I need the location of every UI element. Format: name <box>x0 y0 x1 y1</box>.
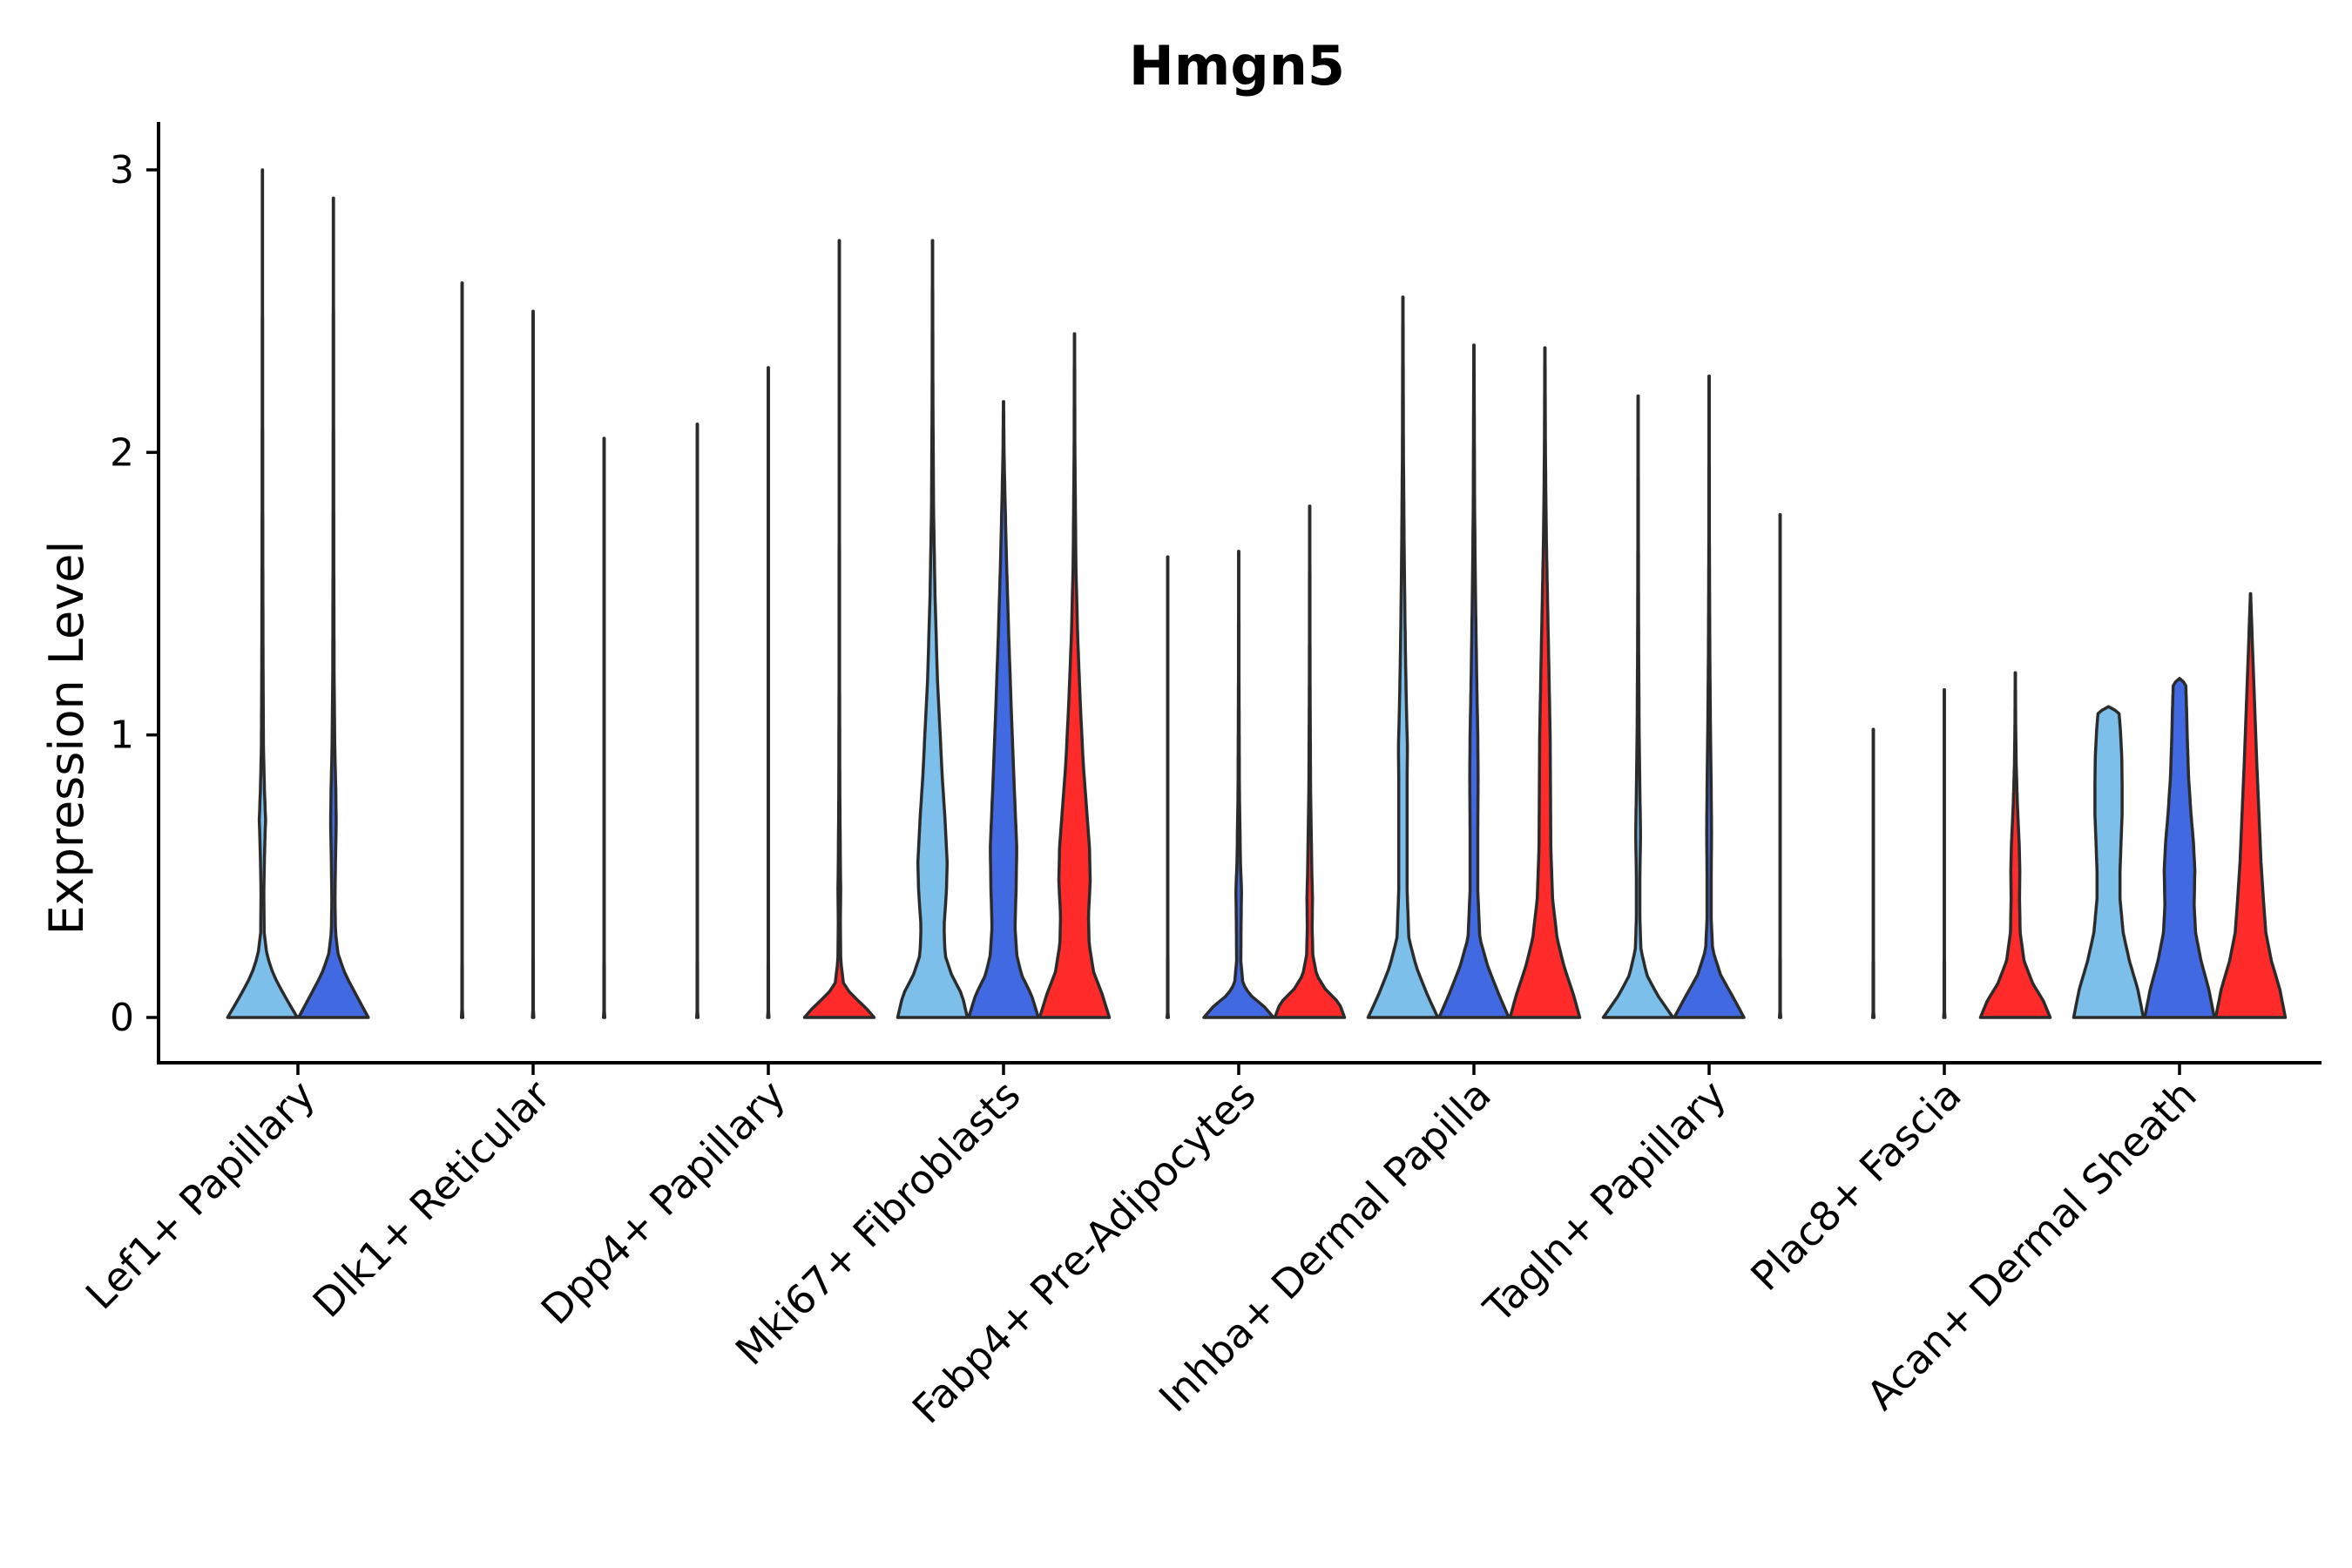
violin-5-0 <box>1366 295 1440 1019</box>
violin-2-1 <box>766 366 771 1019</box>
violin-4-0 <box>1165 555 1171 1019</box>
violin-2-2 <box>802 239 876 1019</box>
violin-5-1 <box>1437 343 1511 1019</box>
violins-layer <box>226 168 2288 1019</box>
violin-0-1 <box>297 196 370 1019</box>
violin-6-2 <box>1777 512 1783 1019</box>
violin-2-0 <box>694 422 700 1019</box>
x-category-label-7: Plac8+ Fascia <box>1741 1071 1970 1300</box>
violin-8-2 <box>2213 591 2288 1019</box>
violin-7-2 <box>1978 671 2052 1019</box>
violin-0-0 <box>226 168 300 1019</box>
violin-8-0 <box>2072 705 2146 1019</box>
violin-8-1 <box>2143 677 2216 1019</box>
x-category-label-6: Tagln+ Papillary <box>1474 1071 1735 1333</box>
y-tick-label-1: 1 <box>110 713 134 758</box>
violin-3-1 <box>967 400 1040 1019</box>
x-category-label-2: Dpp4+ Papillary <box>532 1071 794 1334</box>
y-axis-label: Expression Level <box>39 541 94 936</box>
chart-title: Hmgn5 <box>1129 34 1345 98</box>
x-category-label-1: Dlk1+ Reticular <box>304 1071 559 1327</box>
violin-3-0 <box>896 239 970 1019</box>
violin-1-0 <box>459 280 465 1019</box>
violin-5-2 <box>1508 346 1582 1019</box>
y-tick-label-3: 3 <box>110 148 134 193</box>
violin-3-2 <box>1037 332 1112 1019</box>
y-tick-label-0: 0 <box>110 996 134 1040</box>
x-category-label-0: Lef1+ Papillary <box>77 1071 324 1319</box>
violin-1-1 <box>531 309 536 1019</box>
violin-1-2 <box>601 436 607 1019</box>
violin-4-1 <box>1202 550 1275 1019</box>
violin-6-1 <box>1673 375 1746 1019</box>
violin-7-0 <box>1870 727 1876 1019</box>
violin-6-0 <box>1601 394 1675 1019</box>
violin-4-2 <box>1273 504 1347 1019</box>
y-tick-label-2: 2 <box>110 430 134 475</box>
violin-7-1 <box>1942 688 1947 1019</box>
